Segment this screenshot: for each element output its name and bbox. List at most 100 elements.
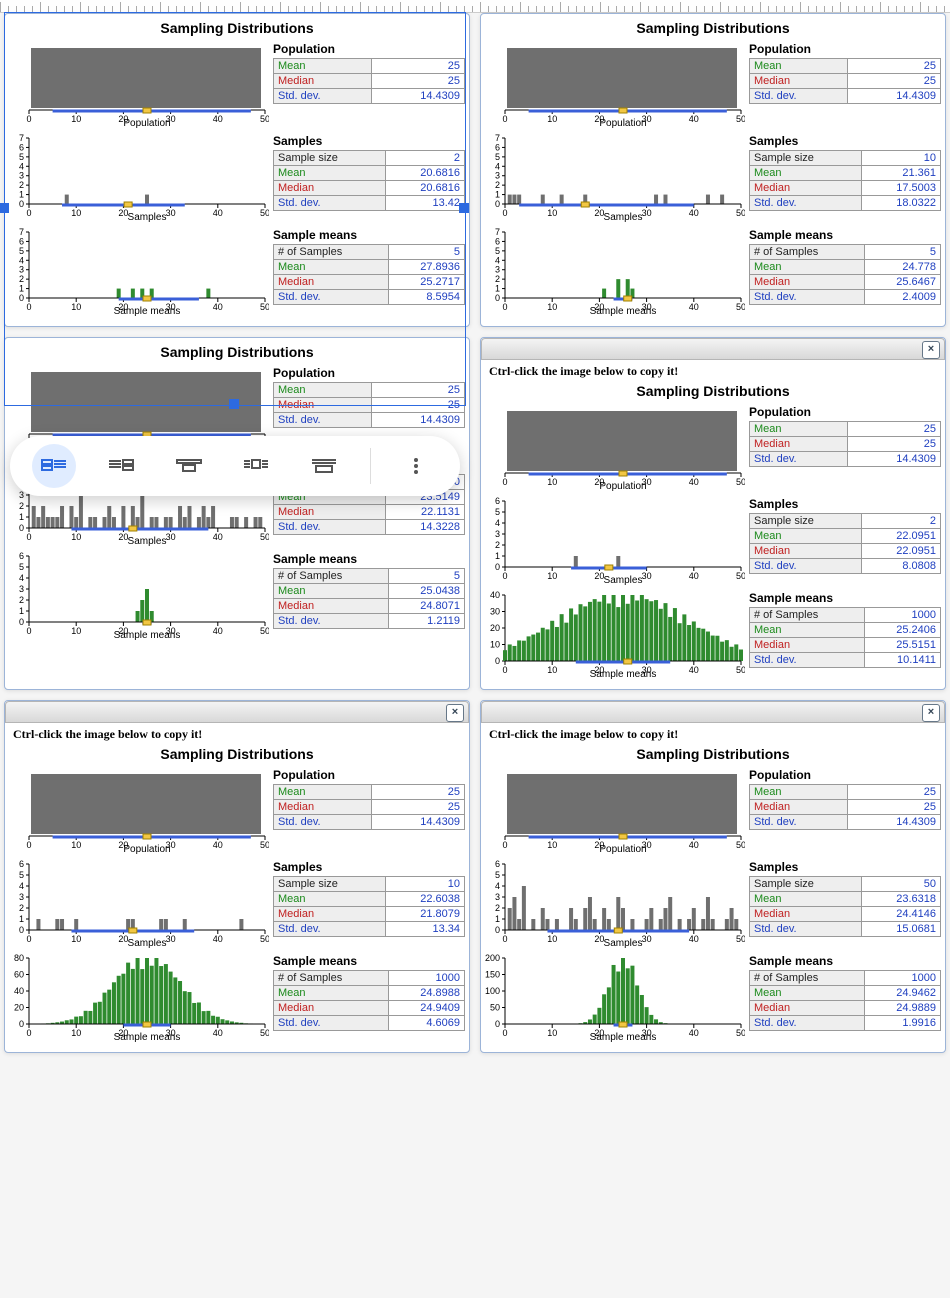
svg-text:0: 0 — [502, 934, 507, 944]
svg-text:40: 40 — [689, 302, 699, 312]
toolbar-wrap-option[interactable] — [234, 444, 278, 488]
stat-value: 25.5151 — [864, 638, 940, 653]
stat-label: Median — [274, 907, 386, 922]
svg-text:1: 1 — [19, 190, 24, 200]
svg-text:2: 2 — [495, 540, 500, 550]
svg-text:0: 0 — [26, 208, 31, 218]
sampling-panel: Sampling Distributions01020304050Populat… — [480, 13, 946, 327]
svg-text:3: 3 — [495, 171, 500, 181]
stat-label: Median — [274, 1001, 389, 1016]
stat-value: 25 — [848, 437, 941, 452]
stat-label: Std. dev. — [750, 1016, 865, 1031]
stat-label: # of Samples — [750, 245, 865, 260]
stats-table: Mean25Median25Std. dev.14.4309 — [273, 58, 465, 104]
stats-table: Mean25Median25Std. dev.14.4309 — [749, 784, 941, 830]
svg-text:2: 2 — [495, 180, 500, 190]
svg-text:10: 10 — [71, 934, 81, 944]
stat-value: 14.4309 — [372, 815, 465, 830]
selection-handle[interactable] — [229, 399, 239, 409]
stat-label: # of Samples — [750, 608, 865, 623]
svg-text:40: 40 — [689, 208, 699, 218]
stat-label: Mean — [274, 383, 372, 398]
more-options-icon[interactable] — [394, 444, 438, 488]
svg-text:80: 80 — [14, 954, 24, 963]
close-icon[interactable]: × — [922, 704, 940, 722]
svg-text:40: 40 — [213, 1028, 223, 1038]
stat-label: Std. dev. — [274, 922, 386, 937]
close-icon[interactable]: × — [446, 704, 464, 722]
svg-text:Samples: Samples — [604, 938, 643, 948]
svg-text:1: 1 — [19, 284, 24, 294]
toolbar-wrap-option[interactable] — [302, 444, 346, 488]
svg-text:0: 0 — [502, 208, 507, 218]
sample-means-header: Sample means — [273, 954, 465, 968]
svg-text:Sample means: Sample means — [590, 1032, 657, 1042]
population-chart: 01020304050Population — [485, 768, 745, 854]
stat-label: Mean — [274, 785, 372, 800]
stat-label: Median — [274, 275, 389, 290]
svg-text:50: 50 — [260, 1028, 269, 1038]
svg-text:40: 40 — [689, 1028, 699, 1038]
svg-text:0: 0 — [502, 571, 507, 581]
svg-text:5: 5 — [19, 562, 24, 572]
toolbar-wrap-option[interactable] — [167, 444, 211, 488]
stat-value: 14.4309 — [372, 413, 465, 428]
selection-handle[interactable] — [459, 203, 469, 213]
svg-text:10: 10 — [71, 302, 81, 312]
stat-label: Sample size — [750, 514, 862, 529]
population-header: Population — [273, 366, 465, 380]
stats-table: Sample size2Mean20.6816Median20.6816Std.… — [273, 150, 465, 211]
stat-value: 27.8936 — [388, 260, 464, 275]
samples-chart: 012345601020304050Samples — [485, 860, 745, 948]
stat-value: 10.1411 — [864, 653, 940, 668]
samples-header: Samples — [749, 134, 941, 148]
stat-value: 25 — [372, 74, 465, 89]
stat-value: 1000 — [388, 971, 464, 986]
toolbar-wrap-option[interactable] — [99, 444, 143, 488]
stat-label: Mean — [750, 529, 862, 544]
stat-value: 14.4309 — [848, 89, 941, 104]
svg-text:0: 0 — [495, 199, 500, 209]
svg-text:Sample means: Sample means — [114, 306, 181, 316]
panel-title: Sampling Distributions — [485, 383, 941, 399]
svg-text:30: 30 — [166, 934, 176, 944]
stat-value: 18.0322 — [861, 196, 940, 211]
stat-value: 25 — [848, 800, 941, 815]
stat-label: Mean — [750, 166, 862, 181]
stat-label: Median — [750, 638, 865, 653]
stats-table: Sample size10Mean22.6038Median21.8079Std… — [273, 876, 465, 937]
svg-text:0: 0 — [495, 1019, 500, 1029]
svg-text:0: 0 — [495, 293, 500, 303]
svg-text:0: 0 — [26, 114, 31, 124]
stat-label: Mean — [750, 986, 865, 1001]
svg-text:20: 20 — [14, 1003, 24, 1013]
toolbar-wrap-option[interactable] — [32, 444, 76, 488]
stat-label: Median — [750, 181, 862, 196]
svg-text:50: 50 — [736, 665, 745, 675]
stats-table: Sample size2Mean22.0951Median22.0951Std.… — [749, 513, 941, 574]
stat-label: Mean — [274, 166, 386, 181]
sample-means-chart: 012345601020304050Sample means — [9, 552, 269, 640]
svg-text:3: 3 — [495, 265, 500, 275]
close-icon[interactable]: × — [922, 341, 940, 359]
svg-text:Sample means: Sample means — [114, 630, 181, 640]
stat-value: 50 — [861, 877, 940, 892]
stat-value: 25 — [848, 785, 941, 800]
svg-text:2: 2 — [19, 501, 24, 511]
stat-value: 5 — [388, 569, 464, 584]
stat-value: 25.2717 — [388, 275, 464, 290]
sampling-panel: ×Ctrl-click the image below to copy it!S… — [480, 700, 946, 1053]
ruler — [0, 0, 950, 13]
svg-text:Population: Population — [599, 844, 646, 854]
stat-value: 14.4309 — [848, 815, 941, 830]
selection-handle[interactable] — [0, 203, 9, 213]
stat-label: Mean — [750, 785, 848, 800]
svg-text:Sample means: Sample means — [590, 306, 657, 316]
stat-label: Std. dev. — [274, 614, 389, 629]
svg-text:6: 6 — [495, 142, 500, 152]
stat-label: Mean — [750, 422, 848, 437]
stat-value: 2.4009 — [864, 290, 940, 305]
stats-table: # of Samples1000Mean24.9462Median24.9889… — [749, 970, 941, 1031]
stat-label: Median — [274, 398, 372, 413]
stats-table: Mean25Median25Std. dev.14.4309 — [273, 382, 465, 428]
